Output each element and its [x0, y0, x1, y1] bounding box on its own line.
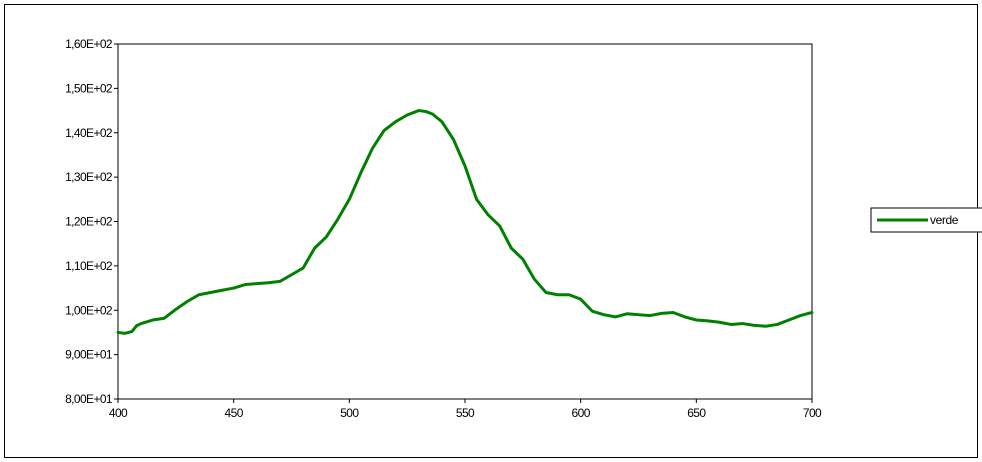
- y-axis: 8,00E+01 9,00E+01 1,00E+02 1,10E+02 1,20E+02…: [65, 37, 118, 406]
- y-tick-label: 9,00E+01: [65, 348, 113, 362]
- legend-label-verde: verde: [930, 213, 959, 227]
- y-tick-label: 1,20E+02: [65, 215, 113, 229]
- y-tick-label: 8,00E+01: [65, 392, 113, 406]
- x-tick-label: 700: [803, 406, 822, 420]
- plot-area: [117, 43, 813, 400]
- y-tick-label: 1,10E+02: [65, 259, 113, 273]
- x-axis: 400 450 500 550 600 650 700: [109, 399, 823, 420]
- y-tick-label: 1,30E+02: [65, 170, 113, 184]
- x-tick-label: 600: [572, 406, 591, 420]
- y-tick-label: 1,50E+02: [65, 81, 113, 95]
- y-tick-label: 1,60E+02: [65, 37, 113, 51]
- y-tick-label: 1,40E+02: [65, 126, 113, 140]
- series-line-verde: [116, 109, 814, 335]
- x-tick-label: 400: [109, 406, 128, 420]
- legend: verde: [870, 207, 982, 233]
- series-layer: [116, 109, 814, 335]
- x-tick-label: 550: [456, 406, 475, 420]
- x-tick-label: 500: [340, 406, 359, 420]
- y-tick-label: 1,00E+02: [65, 303, 113, 317]
- x-tick-label: 650: [687, 406, 706, 420]
- x-tick-label: 450: [225, 406, 244, 420]
